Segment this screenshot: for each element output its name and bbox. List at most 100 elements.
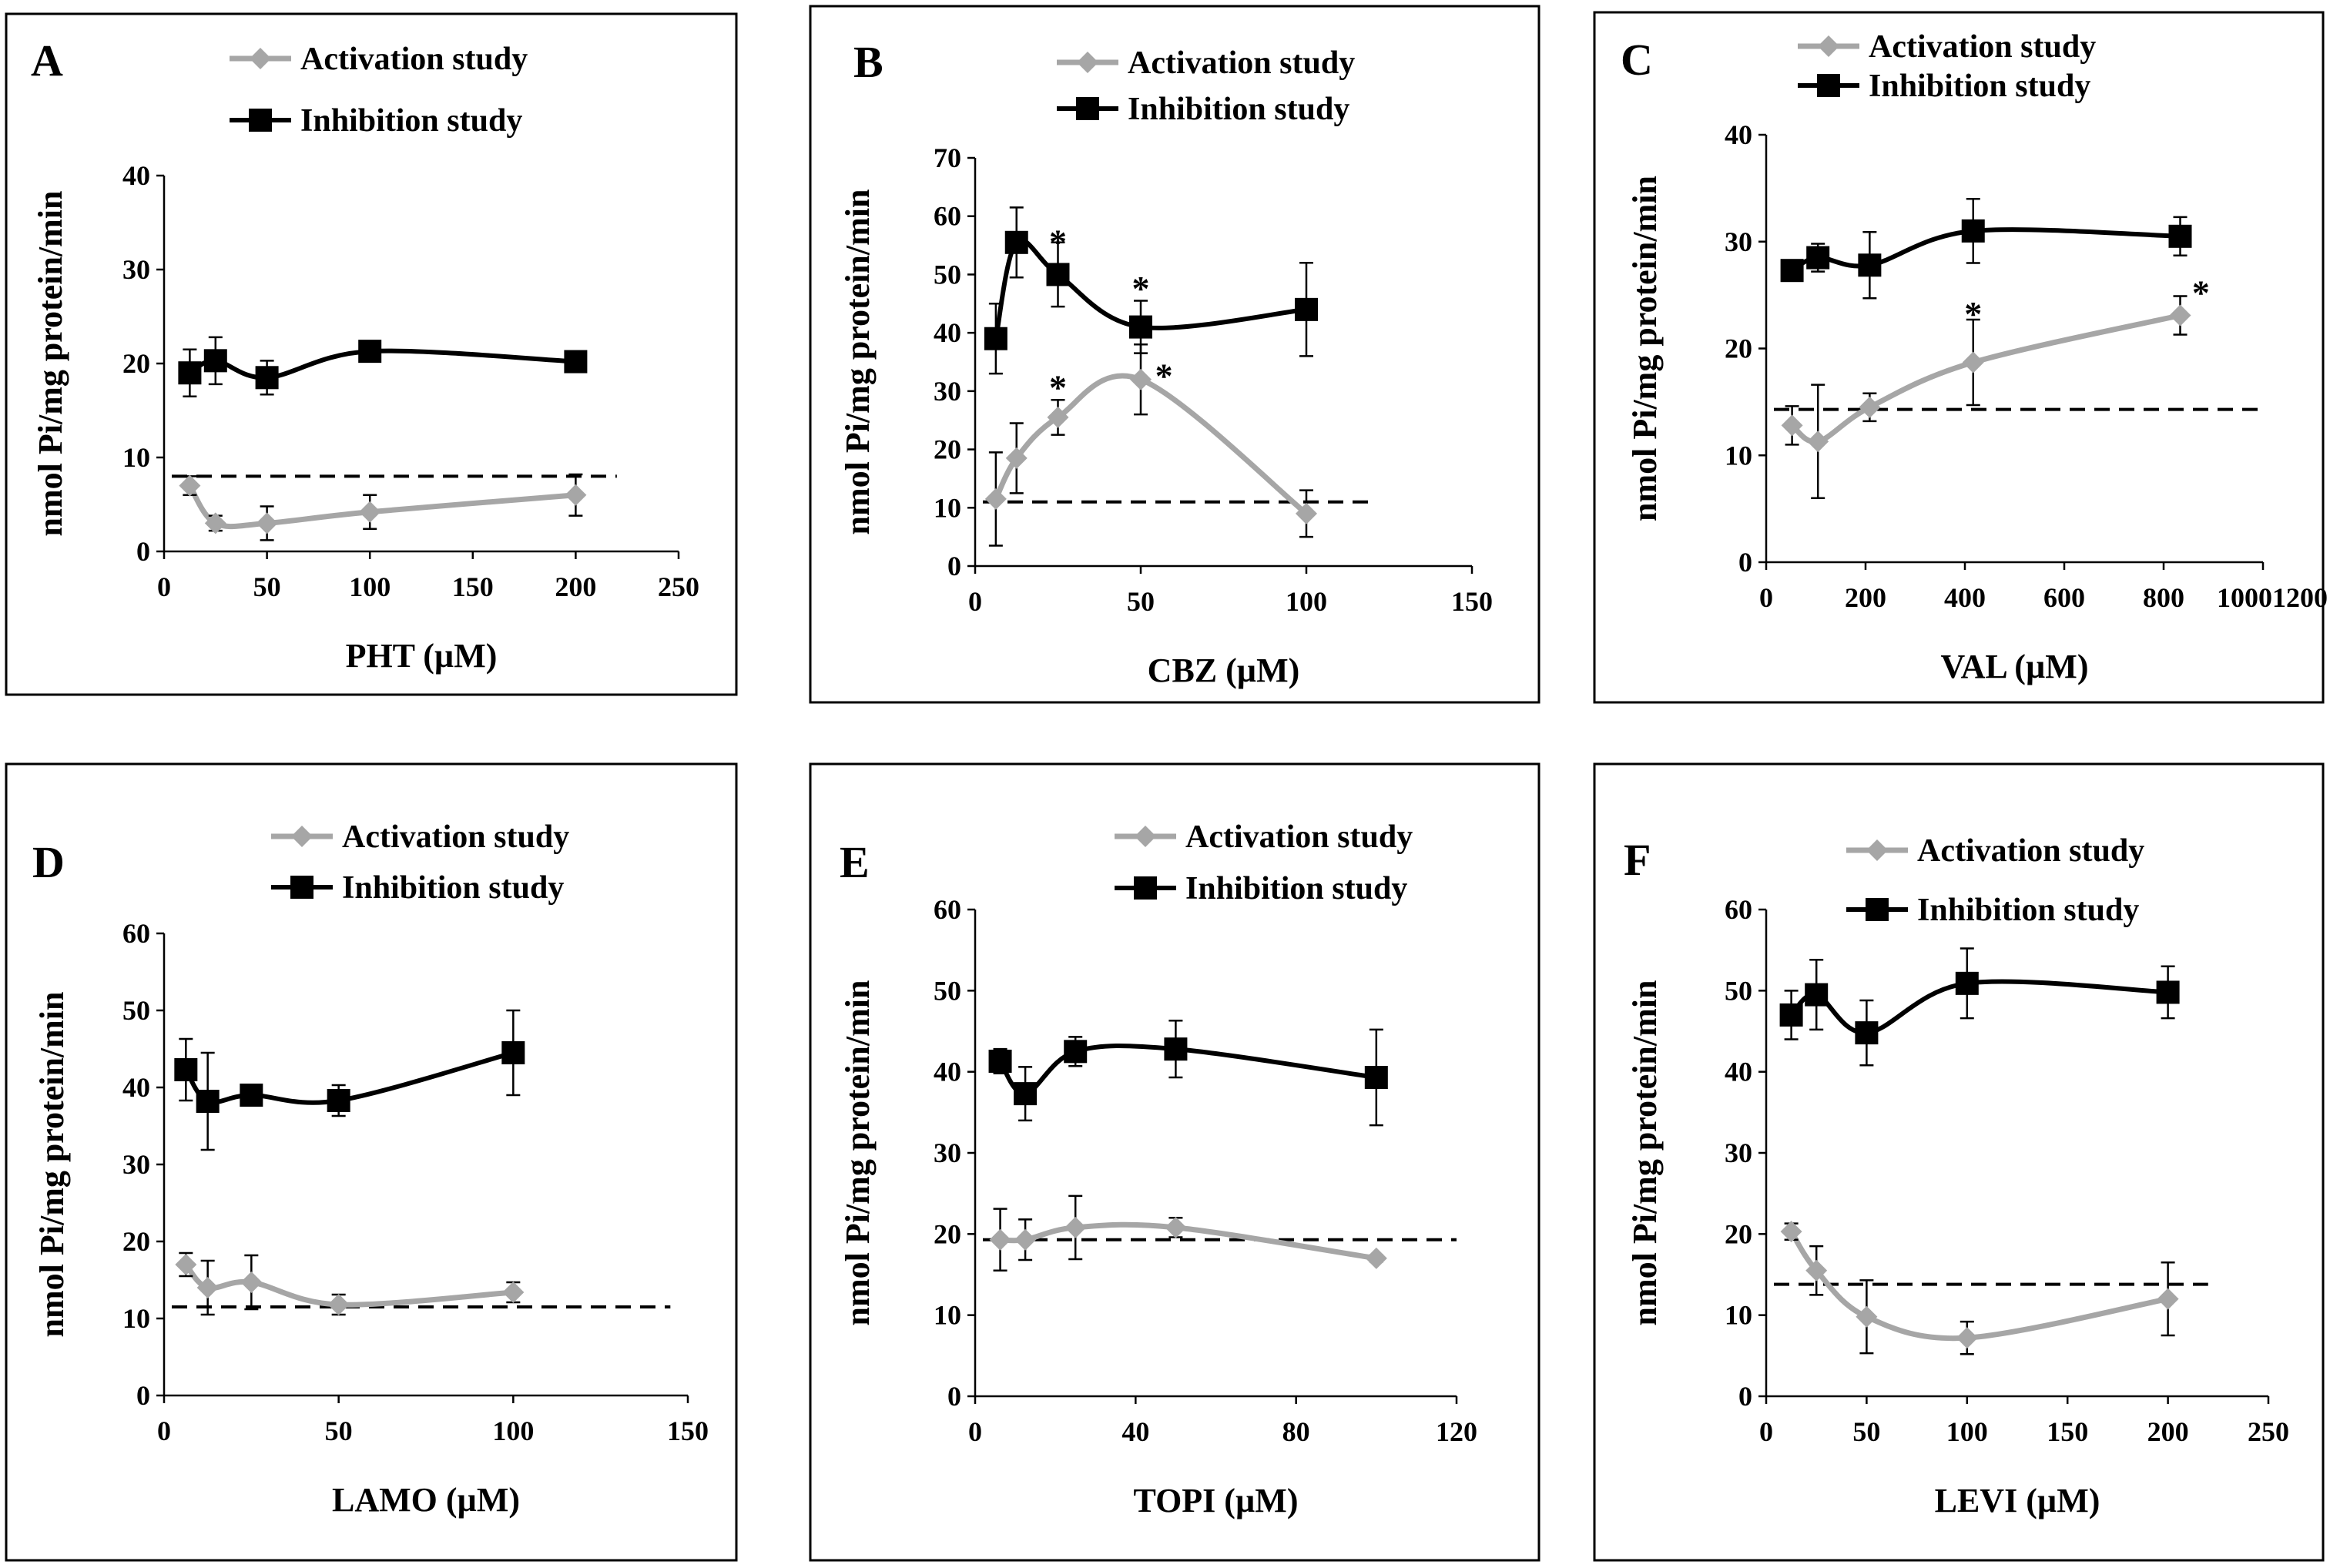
legend-label: Activation study: [1128, 45, 1355, 81]
y-tick-label: 50: [1725, 975, 1752, 1006]
data-point: [1779, 1003, 1803, 1027]
y-tick-label: 40: [1725, 119, 1752, 150]
legend-label: Inhibition study: [1128, 92, 1349, 127]
legend-marker: [291, 826, 313, 847]
data-point: [2168, 224, 2192, 248]
significance-marker: *: [2192, 273, 2210, 312]
data-point: [1365, 1247, 1387, 1269]
data-point: [196, 1090, 220, 1113]
data-point: [256, 512, 278, 534]
legend-label: Inhibition study: [300, 103, 522, 139]
legend-entry: Inhibition study: [1115, 871, 1407, 906]
legend-marker: [1817, 74, 1840, 97]
data-point: [565, 484, 587, 506]
panel-label: D: [32, 837, 65, 887]
y-tick-label: 10: [1725, 1300, 1752, 1331]
x-tick-label: 120: [1436, 1416, 1477, 1447]
data-point: [1004, 230, 1028, 254]
series-activation: [989, 1194, 1387, 1271]
legend-marker: [1076, 97, 1099, 120]
panel-label: A: [31, 35, 63, 85]
x-axis-label: VAL (µM): [1941, 648, 2089, 685]
legend-entry: Activation study: [230, 42, 528, 77]
y-axis-label: nmol Pi/mg protein/min: [1626, 980, 1664, 1326]
series-inhibition: [1779, 947, 2180, 1067]
x-tick-label: 0: [968, 586, 982, 617]
y-tick-label: 60: [934, 894, 961, 925]
data-point: [1807, 431, 1829, 453]
x-tick-label: 0: [157, 571, 171, 602]
legend-label: Activation study: [1869, 29, 2096, 65]
data-point: [1955, 971, 1979, 995]
data-point: [1005, 447, 1028, 469]
data-point: [1805, 983, 1829, 1007]
data-point: [1780, 259, 1804, 283]
y-tick-label: 20: [934, 1218, 961, 1249]
y-tick-label: 10: [122, 1303, 150, 1334]
data-point: [327, 1294, 350, 1315]
legend-label: Activation study: [1917, 833, 2144, 869]
data-point: [203, 349, 227, 373]
series-inhibition: [984, 206, 1318, 375]
x-tick-label: 200: [1845, 582, 1886, 613]
series-activation: [179, 473, 587, 541]
legend-marker: [290, 876, 313, 899]
x-tick-label: 400: [1944, 582, 1986, 613]
data-point: [1165, 1216, 1187, 1238]
data-point: [358, 340, 382, 364]
y-tick-label: 0: [1738, 1381, 1752, 1412]
series-activation: [1781, 295, 2191, 499]
legend-entry: Activation study: [271, 819, 569, 855]
data-point: [240, 1271, 263, 1293]
data-point: [1129, 315, 1152, 339]
y-tick-label: 20: [934, 434, 961, 465]
x-tick-label: 100: [349, 571, 391, 602]
panel-f: 0 10 20 30 40 50 60 0 50 100 150 200 250 LEVI (µM) nmo…: [1593, 762, 2325, 1562]
x-tick-label: 0: [157, 1416, 171, 1446]
series-inhibition: [988, 1020, 1388, 1127]
data-point: [1855, 1021, 1879, 1045]
x-tick-label: 600: [2043, 582, 2085, 613]
legend-marker: [1866, 839, 1888, 861]
y-tick-label: 20: [122, 348, 150, 379]
data-point: [1130, 368, 1152, 390]
x-tick-label: 150: [667, 1416, 709, 1446]
x-axis-label: LEVI (µM): [1935, 1482, 2100, 1519]
legend-entry: Activation study: [1057, 45, 1355, 81]
legend-label: Inhibition study: [342, 870, 564, 906]
panel-label: B: [853, 37, 883, 87]
series-inhibition: [174, 1009, 525, 1151]
significance-marker: *: [1049, 368, 1067, 407]
significance-marker: *: [1132, 269, 1150, 308]
x-tick-label: 150: [452, 571, 494, 602]
data-point: [1961, 219, 1985, 243]
data-point: [175, 1254, 197, 1275]
y-tick-label: 50: [122, 995, 150, 1026]
legend-label: Inhibition study: [1185, 871, 1407, 906]
data-point: [1962, 351, 1984, 374]
data-point: [1781, 414, 1803, 437]
data-point: [240, 1084, 263, 1107]
legend-entry: Inhibition study: [271, 870, 564, 906]
data-point: [179, 474, 201, 497]
y-tick-label: 30: [122, 1149, 150, 1180]
data-point: [1780, 1221, 1802, 1243]
x-tick-label: 250: [658, 571, 699, 602]
x-tick-label: 40: [1121, 1416, 1149, 1447]
x-axis-label: PHT (µM): [346, 637, 498, 675]
legend-marker: [1134, 876, 1157, 900]
y-tick-label: 0: [136, 1380, 150, 1411]
x-tick-label: 150: [1451, 586, 1493, 617]
y-tick-label: 20: [122, 1226, 150, 1257]
y-tick-label: 40: [1725, 1057, 1752, 1087]
legend-marker: [1818, 35, 1839, 57]
data-point: [502, 1282, 525, 1303]
x-tick-label: 80: [1282, 1416, 1310, 1447]
data-point: [359, 501, 381, 523]
x-tick-label: 100: [1286, 586, 1327, 617]
data-point: [178, 361, 202, 385]
x-tick-label: 0: [1759, 582, 1773, 613]
data-point: [984, 487, 1007, 510]
y-tick-label: 30: [1725, 226, 1752, 257]
data-point: [196, 1277, 219, 1298]
